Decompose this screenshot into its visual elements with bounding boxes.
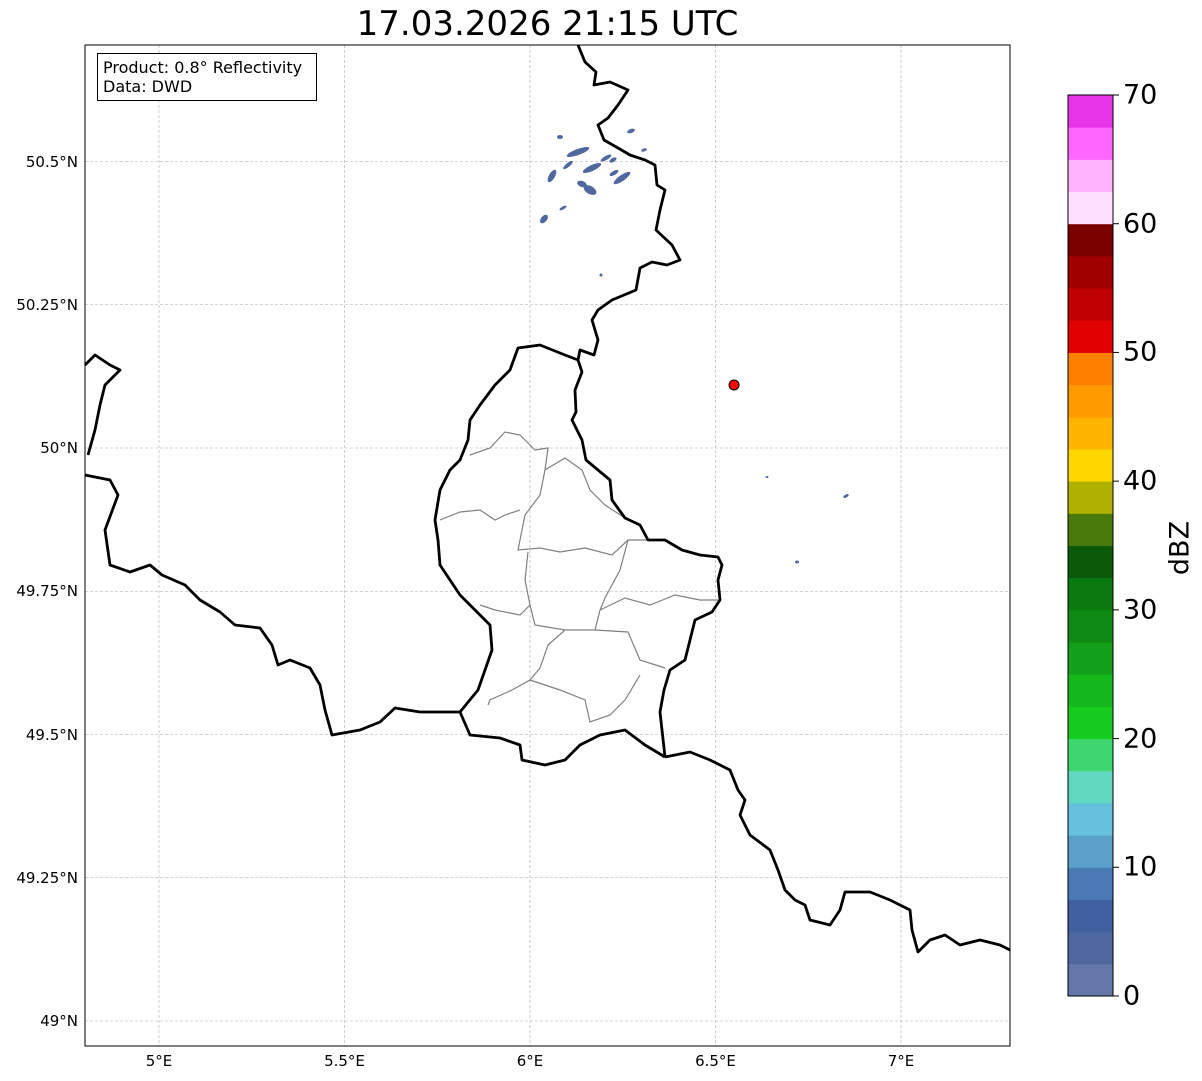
radar-echo	[609, 169, 619, 177]
canton-border	[469, 431, 648, 556]
colorbar-tick-label: 20	[1123, 723, 1158, 755]
colorbar-bin	[1068, 899, 1113, 933]
lat-tick-label: 49.75°N	[16, 582, 78, 601]
colorbar-tick-label: 60	[1123, 208, 1158, 240]
info-box: Product: 0.8° Reflectivity Data: DWD	[97, 53, 317, 101]
border-luxembourg-france	[458, 711, 666, 767]
colorbar-bin	[1068, 223, 1113, 257]
colorbar-tick-label: 50	[1123, 336, 1158, 368]
canton-border	[594, 629, 666, 669]
lat-tick-label: 49.5°N	[25, 725, 78, 744]
colorbar-bin	[1068, 352, 1113, 386]
canton-border	[479, 551, 531, 616]
colorbar-bin	[1068, 95, 1113, 128]
colorbar	[1067, 94, 1119, 997]
colorbar-bin	[1068, 835, 1113, 868]
lon-tick-label: 7°E	[887, 1052, 915, 1070]
colorbar-bin	[1068, 963, 1113, 997]
colorbar-bin	[1068, 545, 1113, 579]
canton-border	[439, 509, 521, 521]
radar-echo	[557, 135, 563, 139]
lat-tick-label: 50.25°N	[16, 295, 78, 314]
radar-echo	[843, 494, 849, 498]
map-frame	[84, 44, 1011, 1047]
colorbar-tick-label: 70	[1123, 79, 1158, 111]
colorbar-bin	[1068, 738, 1113, 772]
radar-echoes	[540, 128, 849, 564]
radar-echo	[547, 169, 557, 183]
border-belgium-france	[84, 473, 460, 737]
radar-echo	[600, 154, 612, 162]
radar-echo	[599, 273, 603, 277]
colorbar-tick-label: 10	[1123, 851, 1158, 883]
canton-border	[544, 457, 626, 519]
radar-site-marker	[728, 379, 740, 391]
lon-tick-label: 6.5°E	[695, 1052, 736, 1070]
lon-tick-label: 5.5°E	[324, 1052, 365, 1070]
radar-echo	[609, 157, 617, 163]
colorbar-bin	[1068, 931, 1113, 965]
colorbar-bin	[1068, 513, 1113, 546]
radar-echo	[627, 128, 635, 134]
lon-tick-label: 5°E	[145, 1052, 173, 1070]
colorbar-bin	[1068, 674, 1113, 707]
colorbar-bin	[1068, 288, 1113, 321]
colorbar-bin	[1068, 609, 1113, 643]
colorbar-bin	[1068, 255, 1113, 289]
colorbar-bin	[1068, 191, 1113, 225]
lat-tick-label: 50.5°N	[25, 152, 78, 171]
canton-border	[599, 539, 629, 611]
radar-echo	[566, 147, 590, 157]
lon-tick-label: 6°E	[516, 1052, 544, 1070]
colorbar-bin	[1068, 416, 1113, 450]
colorbar-tick-label: 30	[1123, 594, 1158, 626]
colorbar-bin	[1068, 577, 1113, 611]
colorbar-frame	[1067, 94, 1114, 997]
border-belgium-luxembourg	[433, 343, 579, 713]
radar-echo	[559, 205, 567, 211]
radar-echo	[577, 180, 587, 188]
border-belgium-france-north	[84, 353, 122, 456]
colorbar-bin	[1068, 127, 1113, 160]
radar-echo	[765, 476, 769, 478]
colorbar-bin	[1068, 642, 1113, 675]
border-germany-west	[570, 44, 724, 758]
country-borders	[84, 44, 1011, 954]
internal-borders	[439, 431, 718, 723]
radar-echo	[563, 160, 573, 170]
border-germany-france	[664, 750, 1011, 954]
lat-tick-label: 49.25°N	[16, 868, 78, 887]
radar-echo	[641, 148, 647, 152]
colorbar-bin	[1068, 384, 1113, 418]
colorbar-tick-label: 40	[1123, 465, 1158, 497]
radar-echo	[582, 162, 602, 174]
radar-echo	[583, 185, 597, 195]
colorbar-bin	[1068, 770, 1113, 804]
gridlines	[85, 45, 1010, 1046]
colorbar-bin	[1068, 320, 1113, 353]
colorbar-bin	[1068, 867, 1113, 900]
radar-echo	[540, 214, 548, 224]
colorbar-bin	[1068, 802, 1113, 836]
colorbar-label: dBZ	[1164, 520, 1196, 576]
data-source-label: Data: DWD	[103, 77, 193, 96]
colorbar-bin	[1068, 481, 1113, 514]
canton-border	[529, 594, 718, 631]
radar-echo	[613, 171, 631, 185]
radar-echo	[795, 560, 799, 564]
colorbar-bin	[1068, 159, 1113, 193]
colorbar-bin	[1068, 448, 1113, 482]
map-title: 17.03.2026 21:15 UTC	[356, 4, 739, 44]
product-label: Product: 0.8° Reflectivity	[103, 58, 303, 77]
colorbar-bin	[1068, 706, 1113, 740]
canton-border	[529, 674, 641, 723]
colorbar-tick-label: 0	[1123, 980, 1141, 1012]
lat-tick-label: 50°N	[40, 439, 78, 457]
lat-tick-label: 49°N	[40, 1012, 78, 1030]
